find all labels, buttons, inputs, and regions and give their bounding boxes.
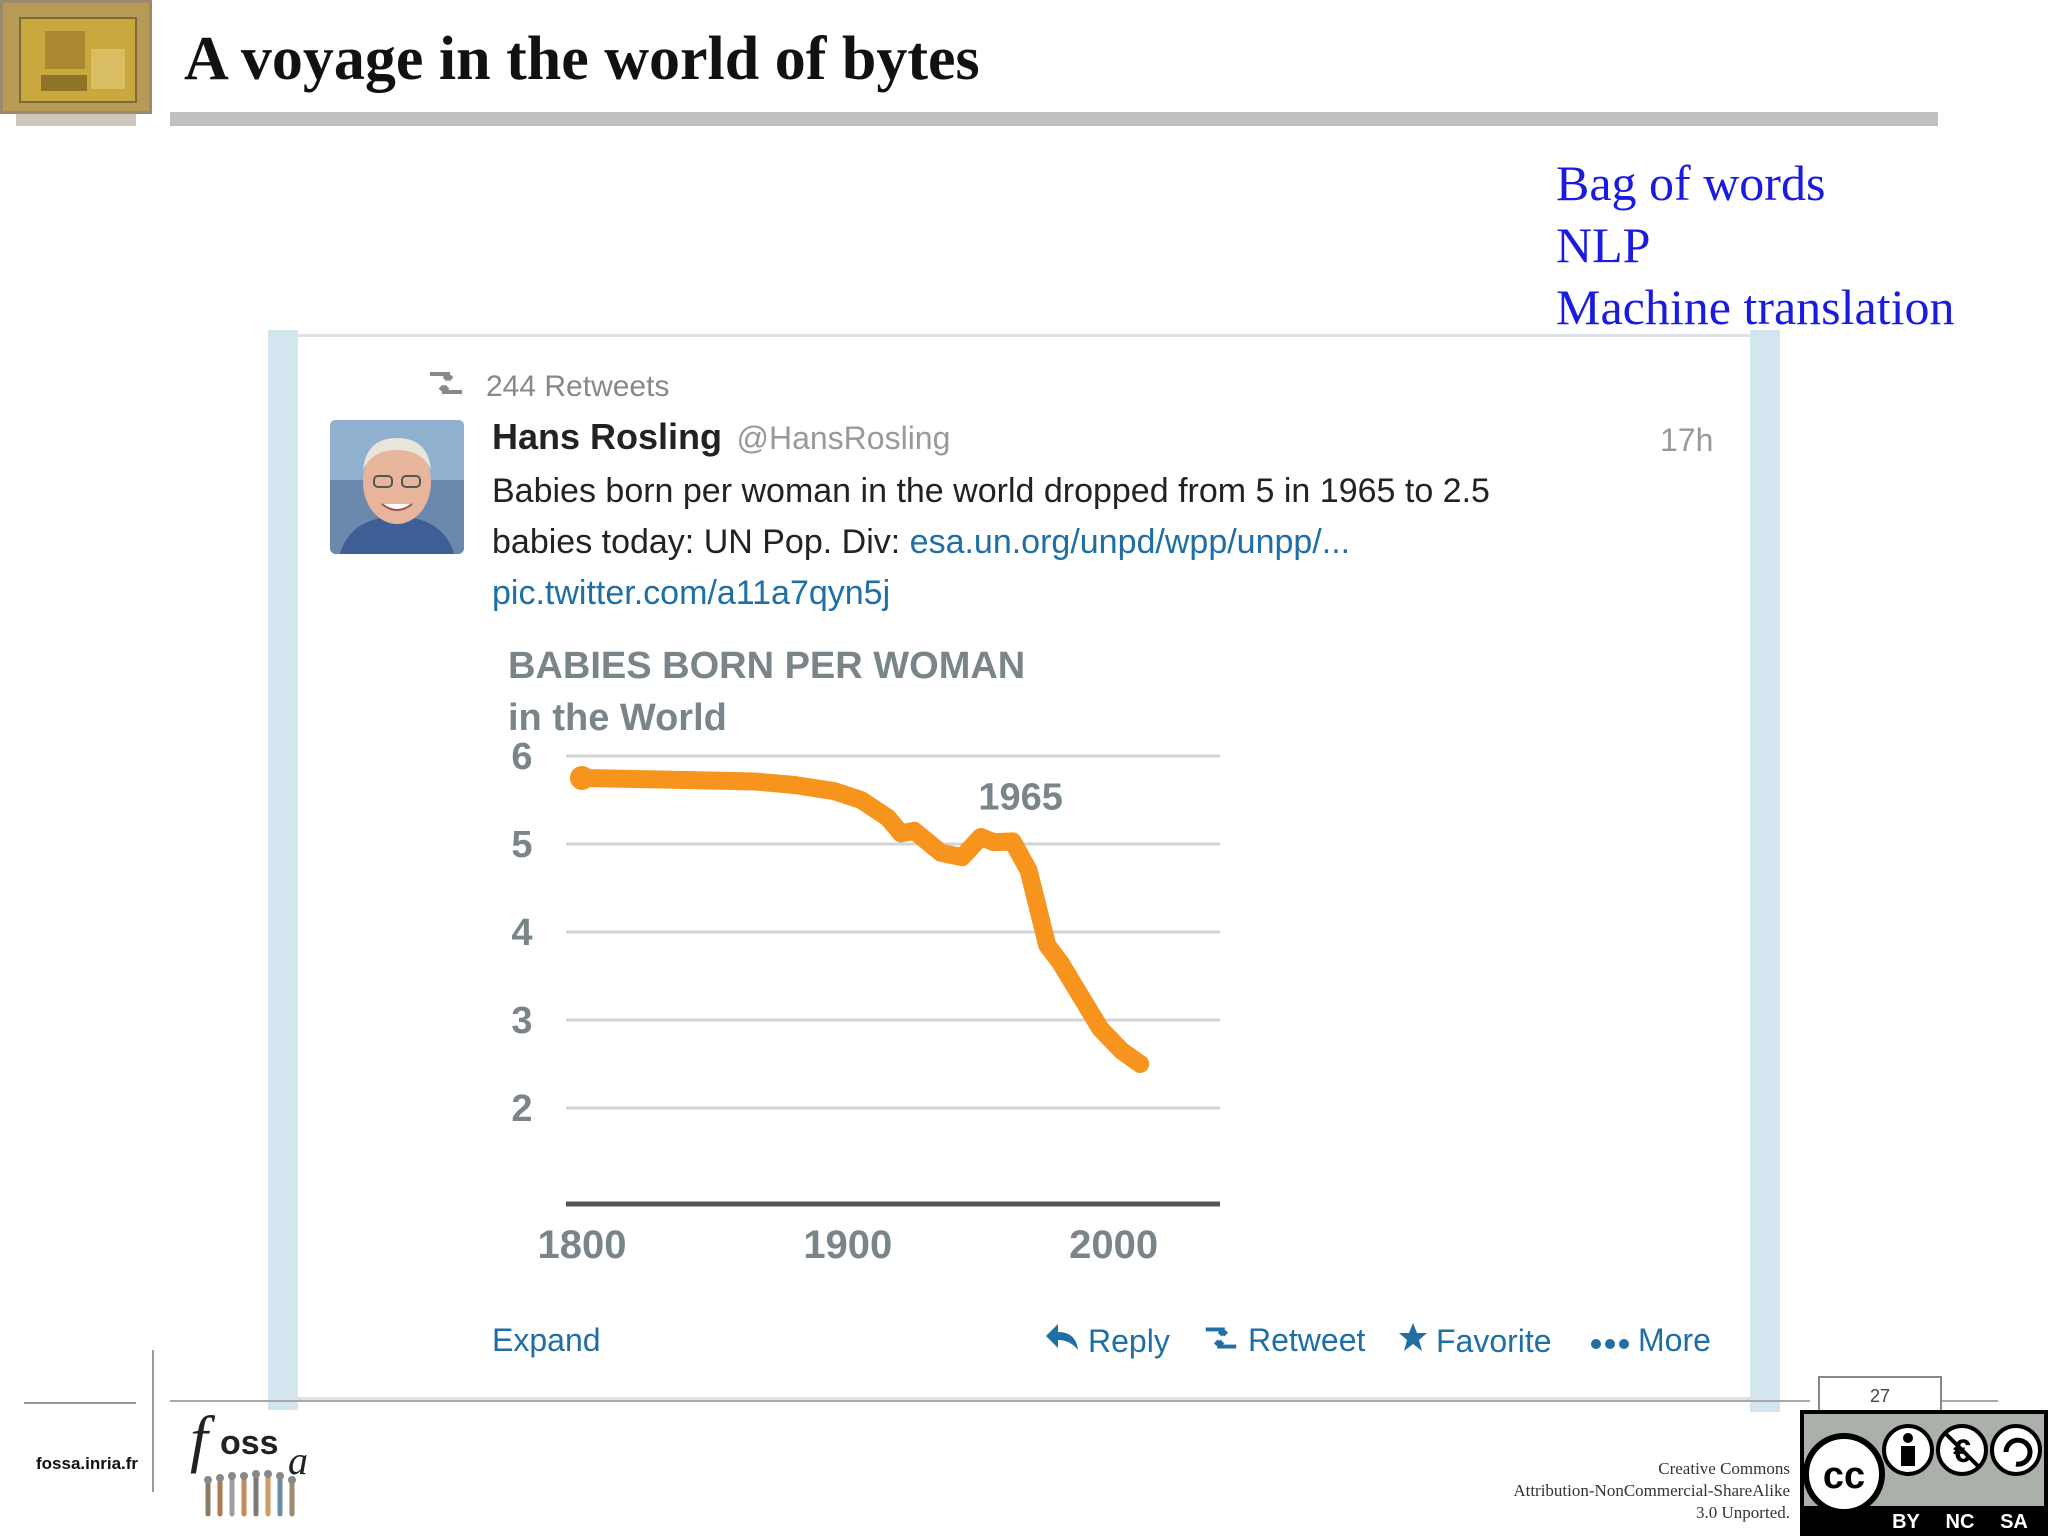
author-handle[interactable]: @HansRosling [736, 420, 951, 456]
license-line: Attribution-NonCommercial-ShareAlike [1513, 1481, 1790, 1500]
more-button[interactable]: More [1590, 1322, 1711, 1359]
footer-rule [170, 1400, 1810, 1402]
svg-text:a: a [288, 1438, 308, 1483]
y-tick-label: 6 [511, 736, 532, 778]
by-icon [1903, 1433, 1913, 1443]
chip-logo [0, 0, 152, 114]
retweet-count-label: 244 Retweets [486, 370, 670, 403]
retweet-icon [1202, 1322, 1240, 1359]
retweet-count[interactable]: 244 Retweets [426, 370, 669, 404]
footer-site: fossa.inria.fr [36, 1454, 139, 1473]
y-tick-label: 5 [511, 824, 532, 866]
chip-logo-shadow [16, 114, 136, 126]
fossa-logo: f oss a [190, 1404, 308, 1517]
license-line: 3.0 Unported. [1696, 1503, 1790, 1522]
keyword-item: Machine translation [1556, 279, 1955, 335]
tweet-text-fragment: babies today: UN Pop. Div: [492, 523, 910, 561]
keyword-item: Bag of words [1556, 155, 1826, 211]
footer-vertical-rule [152, 1350, 154, 1492]
reply-button[interactable]: Reply [1044, 1322, 1170, 1360]
keyword-list: Bag of words NLP Machine translation [1556, 152, 1955, 338]
y-tick-label: 3 [511, 1000, 532, 1042]
retweet-label: Retweet [1248, 1322, 1366, 1358]
avatar[interactable] [330, 420, 464, 554]
series-start-point [569, 766, 594, 790]
retweet-button[interactable]: Retweet [1202, 1322, 1365, 1359]
y-tick-label: 4 [511, 912, 532, 954]
reply-label: Reply [1088, 1322, 1170, 1359]
retweet-icon [426, 370, 466, 404]
tweet-author-row: Hans Rosling @HansRosling [492, 416, 950, 458]
sa-icon [2003, 1437, 2033, 1467]
cc-label-by: BY [1892, 1511, 1920, 1533]
tweet-frame-right [1750, 330, 1780, 1412]
x-tick-label: 1900 [803, 1223, 892, 1267]
tweet-text-line: babies today: UN Pop. Div: esa.un.org/un… [492, 517, 1732, 568]
author-name[interactable]: Hans Rosling [492, 416, 723, 457]
series-line [573, 769, 1150, 1073]
footer-rule [1942, 1400, 1998, 1402]
pic-twitter-link[interactable]: pic.twitter.com/a11a7qyn5j [492, 574, 891, 612]
slide-title: A voyage in the world of bytes [184, 25, 980, 93]
license-line: Creative Commons [1658, 1459, 1790, 1478]
y-tick-label: 2 [511, 1088, 532, 1130]
x-tick-label: 1800 [537, 1223, 626, 1267]
license-text: Creative Commons Attribution-NonCommerci… [1400, 1458, 1790, 1524]
favorite-button[interactable]: Favorite [1398, 1322, 1552, 1360]
tweet-text: Babies born per woman in the world dropp… [492, 466, 1732, 619]
fertility-chart: BABIES BORN PER WOMAN in the World 6 5 4 3 2… [508, 645, 1220, 1267]
chart-subtitle: in the World [508, 697, 727, 739]
cc-label-nc: NC [1946, 1511, 1975, 1533]
cc-label-sa: SA [2000, 1511, 2028, 1533]
tweet-actions: Expand Reply Retweet Favorite More [492, 1318, 1714, 1368]
chart-annotation: 1965 [978, 777, 1063, 819]
cc-license-badge[interactable]: cc € BY NC SA [1800, 1410, 2048, 1536]
reply-icon [1044, 1322, 1080, 1360]
svg-text:f: f [190, 1404, 216, 1474]
star-icon [1398, 1322, 1428, 1360]
expand-link[interactable]: Expand [492, 1322, 601, 1358]
tweet-text-line: Babies born per woman in the world dropp… [492, 472, 1490, 510]
chart-title: BABIES BORN PER WOMAN [508, 645, 1025, 687]
title-divider [170, 112, 1938, 126]
un-pop-link[interactable]: esa.un.org/unpd/wpp/unpp/... [909, 523, 1351, 561]
fossa-logo-text: oss [220, 1424, 279, 1462]
footer-rule [24, 1402, 136, 1404]
cc-icon: cc [1823, 1455, 1865, 1497]
x-tick-label: 2000 [1069, 1223, 1158, 1267]
keyword-item: NLP [1556, 217, 1651, 273]
tweet-timestamp[interactable]: 17h [1660, 422, 1714, 458]
more-label: More [1638, 1322, 1711, 1358]
more-dots-icon [1590, 1322, 1630, 1359]
tweet-frame-left [268, 330, 298, 1410]
favorite-label: Favorite [1436, 1322, 1552, 1359]
